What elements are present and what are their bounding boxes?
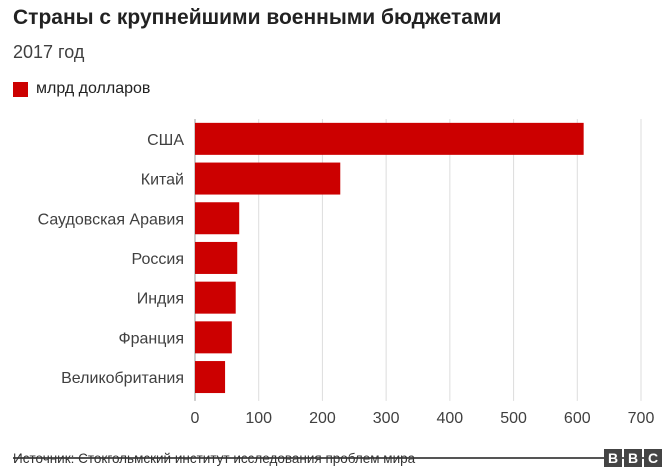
bar-chart: 0 100 200 300 400 500 600 700 США Китай Саудовская… [38, 119, 655, 427]
category-label: США [147, 132, 184, 149]
bar [195, 122, 584, 155]
bbc-logo-letter: B [604, 449, 622, 467]
x-tick-label: 200 [309, 410, 336, 427]
bbc-logo-letter: B [624, 449, 642, 467]
category-label: Индия [137, 291, 184, 308]
bar [195, 162, 341, 195]
category-label: Саудовская Аравия [38, 211, 184, 228]
category-label: Франция [118, 330, 184, 347]
x-tick-label: 300 [373, 410, 400, 427]
category-label: Россия [132, 251, 184, 268]
x-tick-label: 100 [245, 410, 272, 427]
bar [195, 361, 226, 394]
x-tick-label: 0 [191, 410, 200, 427]
legend-swatch [13, 81, 28, 97]
footer-divider [13, 457, 662, 459]
bar [195, 281, 236, 314]
x-tick-label: 700 [628, 410, 655, 427]
category-label: Китай [141, 172, 184, 189]
x-tick-label: 600 [564, 410, 591, 427]
source-note: Источник: Стокгольмский институт исследо… [13, 451, 416, 466]
bar [195, 321, 232, 354]
chart-subtitle: 2017 год [13, 42, 85, 62]
x-tick-label: 400 [437, 410, 464, 427]
bbc-logo: B B C [604, 449, 662, 467]
legend: млрд долларов [13, 80, 150, 98]
category-label: Великобритания [61, 370, 184, 387]
bar [195, 202, 240, 235]
bbc-logo-letter: C [644, 449, 662, 467]
chart-title: Страны с крупнейшими военными бюджетами [13, 6, 502, 29]
legend-label: млрд долларов [36, 80, 151, 97]
bar [195, 241, 238, 274]
x-tick-label: 500 [500, 410, 527, 427]
